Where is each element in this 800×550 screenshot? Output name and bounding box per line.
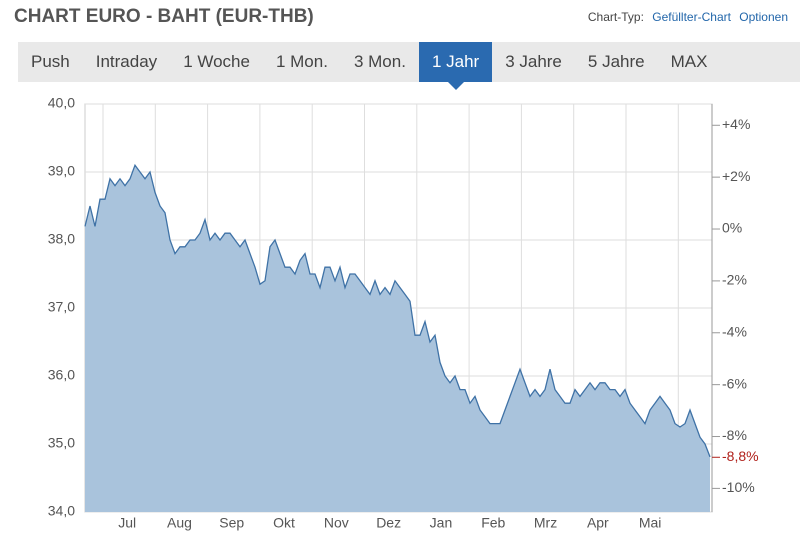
x-tick-label: Okt <box>273 515 295 531</box>
tab[interactable]: 3 Jahre <box>505 52 562 71</box>
tab[interactable]: 5 Jahre <box>587 52 645 71</box>
tab[interactable]: 1 Woche <box>183 52 250 71</box>
x-tick-label: Dez <box>376 515 401 531</box>
tab[interactable]: Intraday <box>95 52 158 71</box>
chart-type-link[interactable]: Gefüllter-Chart <box>652 10 731 24</box>
tab[interactable]: 3 Mon. <box>353 52 406 71</box>
tab-bar: Push Intraday 1 Woche 1 Mon. 3 Mon. 1 Jahr 3 J… <box>18 42 800 90</box>
x-tick-label: Jan <box>430 515 453 531</box>
y-tick-label: 37,0 <box>48 299 75 315</box>
options-link[interactable]: Optionen <box>739 10 788 24</box>
x-tick-label: Sep <box>219 515 244 531</box>
x-tick-label: Mai <box>639 515 662 531</box>
x-tick-label: Feb <box>481 515 505 531</box>
y2-tick-label: -8% <box>722 427 747 443</box>
y2-tick-label: -2% <box>722 272 747 288</box>
area-line <box>84 163 711 458</box>
y2-tick-label: -10% <box>722 479 755 495</box>
tab[interactable]: Push <box>31 52 70 71</box>
y2-tick-label: +2% <box>722 168 750 184</box>
tab[interactable]: MAX <box>670 52 708 71</box>
y-tick-label: 35,0 <box>48 435 75 451</box>
area-fill <box>85 165 710 512</box>
y-tick-label: 36,0 <box>48 367 75 383</box>
chart-title: CHART EURO - BAHT (EUR-THB) <box>14 6 314 27</box>
y-tick-label: 39,0 <box>48 163 75 179</box>
y2-tick-label: -4% <box>722 323 747 339</box>
x-tick-label: Nov <box>324 515 349 531</box>
y-tick-label: 38,0 <box>48 231 75 247</box>
y-tick-label: 34,0 <box>48 503 75 519</box>
options-bar: Chart-Typ: Gefüllter-Chart Optionen <box>588 10 788 24</box>
tab[interactable]: 1 Mon. <box>275 52 328 71</box>
x-tick-label: Apr <box>587 515 609 531</box>
chart-type-label: Chart-Typ: <box>587 10 644 24</box>
x-tick-label: Aug <box>167 515 192 531</box>
y2-tick-label: -6% <box>722 375 747 391</box>
x-tick-label: Jul <box>118 515 136 531</box>
y2-tick-label: +4% <box>722 116 750 132</box>
tab[interactable]: 1 Jahr <box>418 42 493 90</box>
x-tick-label: Mrz <box>534 515 557 531</box>
y2-marker-label: -8,8% <box>722 448 759 464</box>
y2-tick-label: 0% <box>722 220 742 236</box>
y-tick-label: 40,0 <box>48 95 75 111</box>
